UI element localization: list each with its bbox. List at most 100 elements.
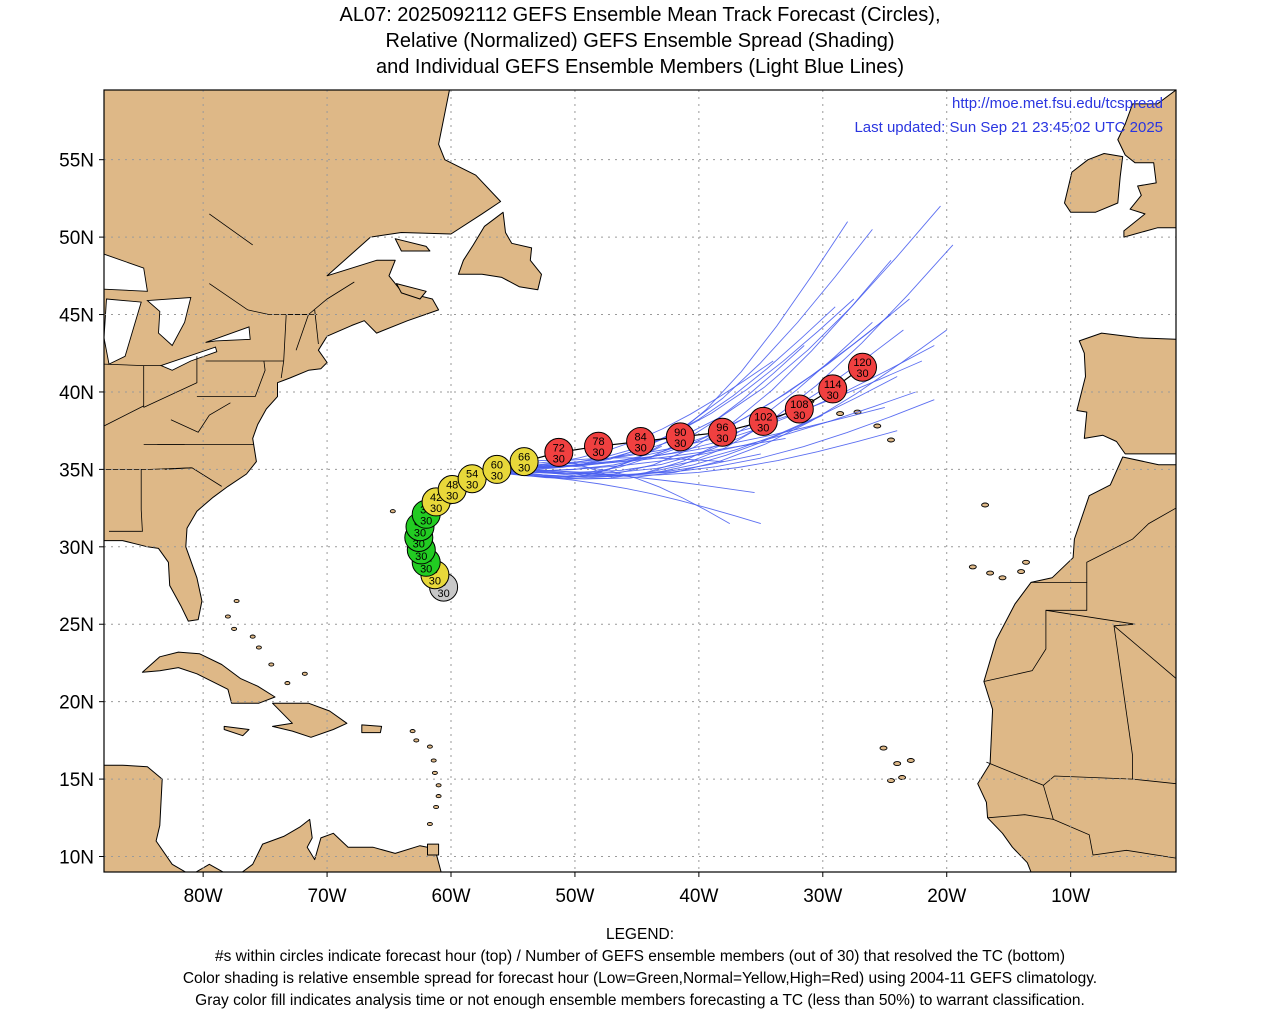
lat-tick-label: 20N (59, 693, 94, 714)
forecast-hour-label: 102 (754, 411, 772, 423)
member-count-label: 30 (491, 470, 503, 482)
small-island (255, 645, 262, 650)
member-count-label: 30 (634, 443, 646, 455)
member-count-label: 30 (757, 422, 769, 434)
lon-tick-label: 40W (679, 886, 718, 907)
small-island (413, 738, 420, 743)
small-island (836, 411, 845, 417)
legend-line-3: Gray color fill indicates analysis time … (195, 992, 1085, 1009)
small-island (431, 770, 438, 775)
track-point (748, 406, 778, 436)
land-north-america (104, 90, 502, 622)
legend-line-2: Color shading is relative ensemble sprea… (182, 970, 1098, 987)
boundary-line (295, 314, 309, 351)
legend: LEGEND: #s within circles indicate forec… (0, 924, 1280, 1012)
member-count-label: 30 (518, 463, 530, 475)
land-cuba (141, 651, 276, 704)
small-island (906, 758, 915, 763)
track-point (584, 431, 613, 461)
land-newfoundland (457, 211, 542, 291)
member-count-label: 30 (856, 368, 868, 380)
boundary-line (280, 360, 285, 379)
boundary-line (149, 467, 222, 487)
forecast-hour-label: 90 (674, 427, 686, 439)
track-point (784, 394, 814, 424)
small-island (430, 758, 437, 763)
boundary-line (1132, 778, 1176, 785)
small-island (981, 502, 990, 508)
forecast-hour-label: 60 (491, 459, 503, 471)
boundary-line (1086, 507, 1176, 583)
member-count-label: 30 (415, 551, 427, 563)
boundary-line (170, 402, 231, 433)
forecast-hour-label: 66 (518, 452, 530, 464)
member-count-label: 30 (430, 503, 442, 515)
boundary-line (164, 467, 191, 470)
small-island (389, 509, 396, 514)
legend-heading: LEGEND: (605, 926, 675, 943)
map-frame (103, 89, 1177, 873)
member-count-label: 30 (553, 453, 565, 465)
member-count-label: 30 (420, 515, 432, 527)
land-puerto-rico (361, 724, 383, 734)
great-lake (159, 346, 218, 371)
title-line-2: Relative (Normalized) GEFS Ensemble Spre… (385, 30, 895, 52)
map-plot-area: 0306301230183024303030363042304830543060… (104, 90, 1176, 872)
land-south-america (104, 764, 442, 872)
lat-tick-label: 55N (59, 151, 94, 172)
member-count-label: 30 (716, 433, 728, 445)
small-island (231, 626, 238, 631)
member-count-label: 30 (674, 438, 686, 450)
member-count-label: 30 (420, 563, 432, 575)
mean-track: 0306301230183024303030363042304830543060… (404, 352, 877, 602)
track-point (544, 437, 574, 467)
boundary-line (104, 405, 144, 427)
small-island (249, 634, 256, 639)
track-point (482, 454, 512, 484)
lat-tick-label: 10N (59, 848, 94, 869)
land-jamaica (223, 725, 250, 737)
title-line-3: and Individual GEFS Ensemble Members (Li… (375, 56, 905, 78)
forecast-hour-label: 84 (634, 432, 646, 444)
forecast-hour-label: 54 (466, 469, 478, 481)
great-lake (104, 253, 148, 292)
boundary-line (314, 309, 319, 345)
forecast-hour-label: 72 (553, 442, 565, 454)
small-island (435, 783, 442, 788)
small-island (301, 671, 308, 676)
forecast-hour-label: 78 (592, 436, 604, 448)
boundary-line (254, 360, 266, 397)
member-count-label: 30 (827, 390, 839, 402)
small-island (409, 729, 416, 734)
lon-tick-label: 70W (308, 886, 347, 907)
track-point (707, 417, 737, 447)
lon-tick-label: 50W (555, 886, 594, 907)
last-updated: Last updated: Sun Sep 21 23:45:02 UTC 20… (854, 119, 1163, 136)
small-island (284, 681, 291, 686)
lat-tick-label: 30N (59, 538, 94, 559)
land-iberia (1076, 332, 1176, 455)
great-lake (205, 326, 251, 343)
small-island (887, 437, 895, 443)
small-island (268, 662, 275, 667)
lon-tick-label: 30W (803, 886, 842, 907)
small-island (233, 598, 240, 604)
title-line-1: AL07: 2025092112 GEFS Ensemble Mean Trac… (339, 4, 941, 26)
small-island (1022, 559, 1030, 565)
member-count-label: 30 (413, 539, 425, 551)
small-island (426, 744, 433, 749)
land-pei (396, 283, 427, 300)
track-point (626, 427, 656, 456)
boundary-line (140, 469, 143, 532)
lon-tick-label: 60W (431, 886, 470, 907)
boundary-line (209, 213, 253, 246)
member-count-label: 30 (429, 576, 441, 588)
track-point (818, 374, 848, 404)
boundary-line (987, 785, 1054, 820)
